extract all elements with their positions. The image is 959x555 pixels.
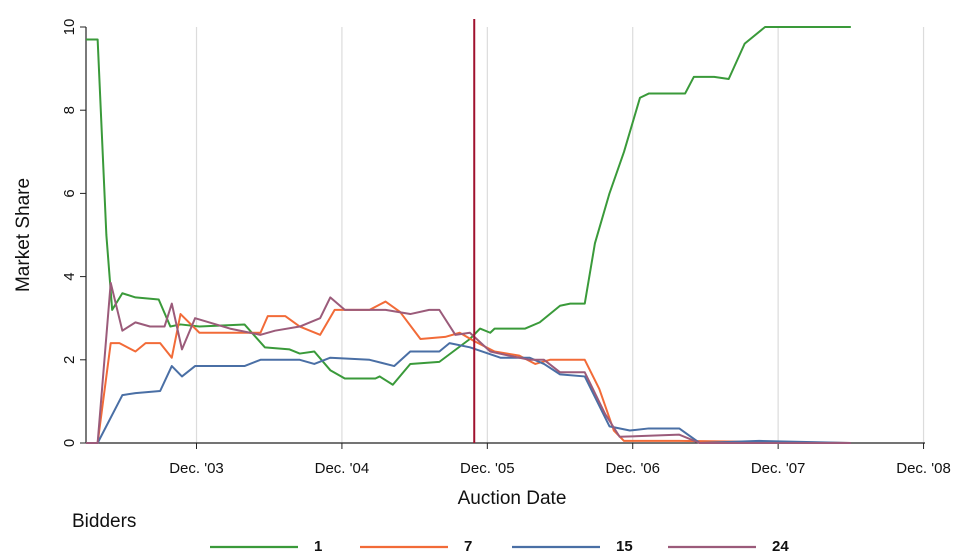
series-line [86,26,851,386]
series-line [86,342,851,444]
legend-label: 15 [616,538,633,555]
x-tick-label: Dec. '07 [751,460,806,477]
x-tick-label: Dec. '04 [315,460,370,477]
y-tick-label: 8 [61,106,78,114]
y-tick-label: 6 [61,189,78,197]
y-tick-label: 4 [61,272,78,280]
x-tick-label: Dec. '05 [460,460,515,477]
x-tick-label: Dec. '06 [605,460,660,477]
y-tick-label: 10 [61,19,78,36]
series-line [86,300,851,444]
legend-label: 1 [314,538,322,555]
legend-title: Bidders [72,511,136,532]
y-tick-label: 0 [61,439,78,447]
x-axis-title: Auction Date [458,488,567,509]
x-tick-label: Dec. '08 [896,460,951,477]
legend-label: 7 [464,538,472,555]
y-tick-label: 2 [61,356,78,364]
legend-label: 24 [772,538,789,555]
series-line [86,281,851,444]
x-tick-label: Dec. '03 [169,460,224,477]
y-axis-title: Market Share [13,178,34,292]
